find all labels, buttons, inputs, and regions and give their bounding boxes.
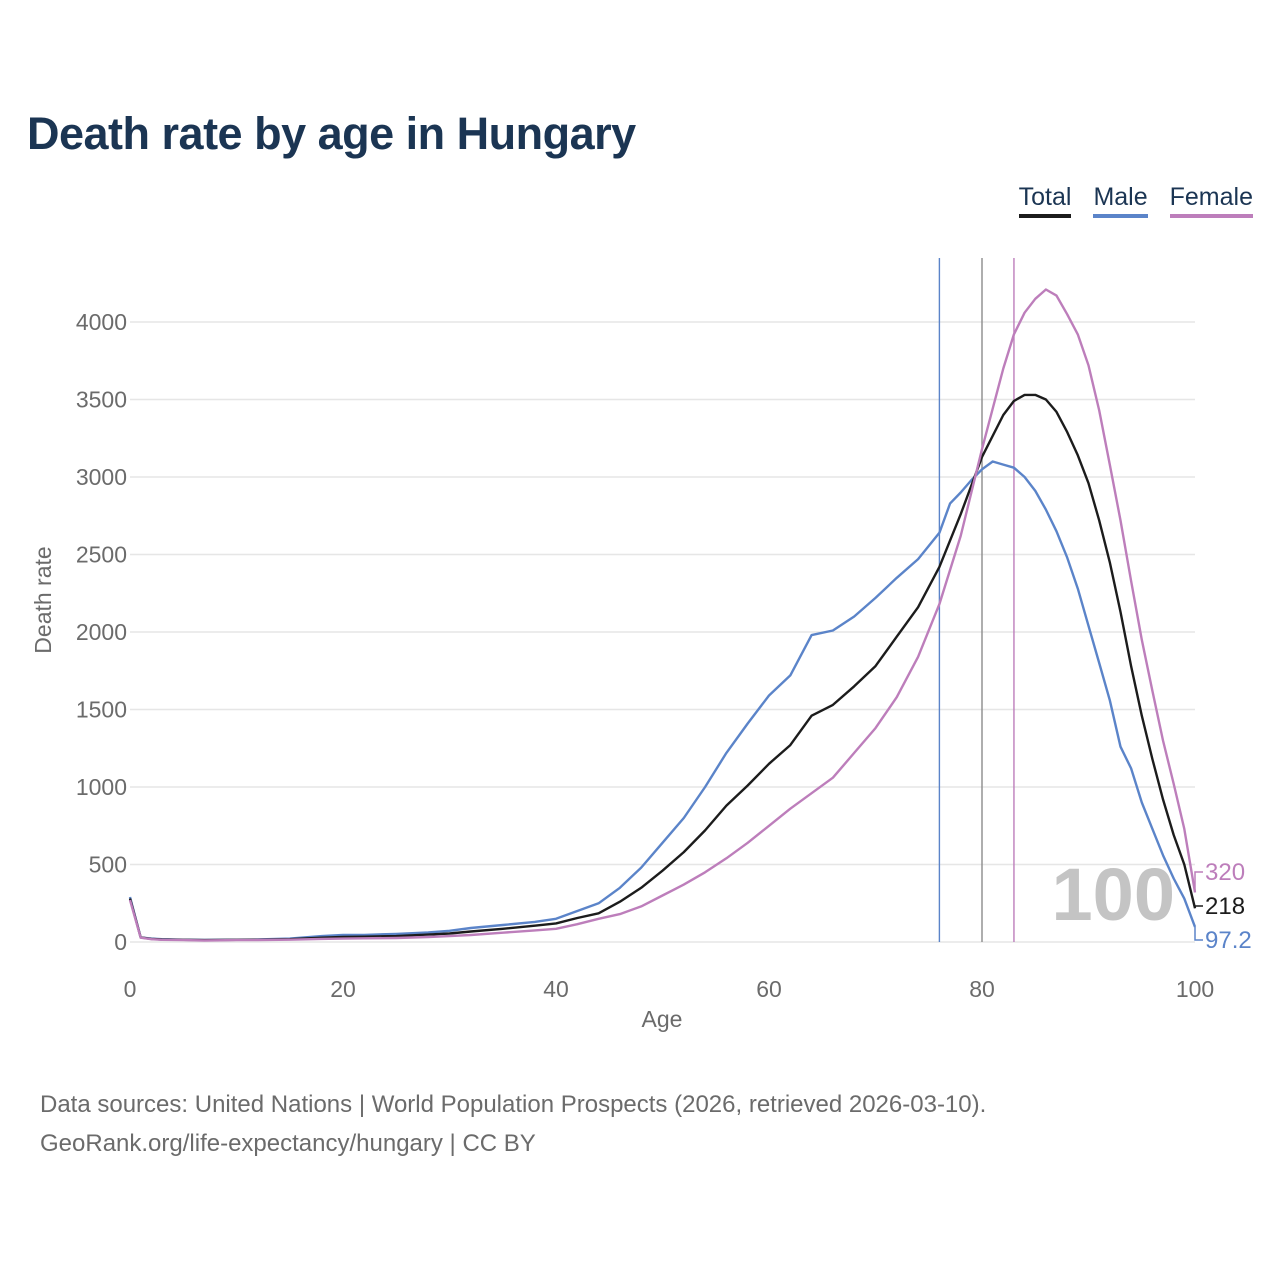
series-line-female[interactable] [128,288,1197,942]
series-lines [128,288,1197,942]
series-line-total[interactable] [128,393,1197,942]
series-line-male[interactable] [128,460,1197,942]
end-label-leader-total [1194,905,1203,909]
chart-title: Death rate by age in Hungary [27,108,636,159]
y-axis-ticks: 0 500 1000 1500 2000 2500 3000 3500 4000 [76,309,127,955]
life-expectancy-markers [938,258,1015,942]
y-axis-label: Death rate [30,546,56,653]
x-axis-ticks: 0 20 40 60 80 100 [124,976,1215,1002]
y-tick-label-4000: 4000 [76,309,127,335]
legend-item-female[interactable]: Female [1169,183,1253,218]
x-tick-label-20: 20 [330,976,356,1002]
end-label-leader-female [1194,871,1203,893]
y-tick-label-3000: 3000 [76,464,127,490]
end-label-female: 320 [1205,859,1245,886]
footer: Data sources: United Nations | World Pop… [40,1085,986,1163]
y-tick-label-1000: 1000 [76,774,127,800]
end-label-male: 97.2 [1205,927,1252,954]
y-tick-label-2500: 2500 [76,542,127,568]
x-tick-label-100: 100 [1176,976,1214,1002]
end-label-leader-male [1194,926,1203,941]
end-label-total: 218 [1205,893,1245,920]
end-labels: 218 97.2 320 [1194,859,1252,954]
gridlines [130,321,1195,943]
data-sources-note: Data sources: United Nations | World Pop… [40,1091,987,1118]
credit-link[interactable]: GeoRank.org/life-expectancy/hungary | CC… [40,1130,536,1157]
legend-item-male[interactable]: Male [1093,183,1148,218]
x-tick-label-60: 60 [756,976,782,1002]
y-tick-label-2000: 2000 [76,619,127,645]
y-tick-label-3500: 3500 [76,387,127,413]
x-axis-label: Age [642,1006,683,1032]
year-watermark: 100 [1052,853,1175,936]
x-tick-label-0: 0 [124,976,137,1002]
legend: Total Male Female [1018,183,1253,218]
y-tick-label-1500: 1500 [76,697,127,723]
y-tick-label-0: 0 [114,929,127,955]
y-tick-label-500: 500 [89,852,127,878]
x-tick-label-80: 80 [969,976,995,1002]
legend-item-total[interactable]: Total [1018,183,1072,218]
x-tick-label-40: 40 [543,976,569,1002]
